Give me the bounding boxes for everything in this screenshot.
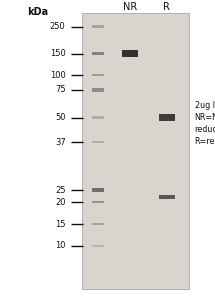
Text: 150: 150 <box>50 49 66 58</box>
FancyBboxPatch shape <box>82 13 189 289</box>
Text: 250: 250 <box>50 22 66 31</box>
Text: 50: 50 <box>55 113 66 122</box>
FancyBboxPatch shape <box>92 223 104 225</box>
Text: 75: 75 <box>55 86 66 94</box>
FancyBboxPatch shape <box>92 52 104 55</box>
Text: 20: 20 <box>55 198 66 207</box>
Text: kDa: kDa <box>27 7 48 17</box>
Text: NR: NR <box>123 2 137 13</box>
FancyBboxPatch shape <box>92 141 104 143</box>
FancyBboxPatch shape <box>92 116 104 119</box>
FancyBboxPatch shape <box>159 114 175 121</box>
Text: 100: 100 <box>50 71 66 80</box>
FancyBboxPatch shape <box>92 26 104 28</box>
FancyBboxPatch shape <box>159 195 175 199</box>
Text: 37: 37 <box>55 138 66 147</box>
FancyBboxPatch shape <box>92 245 104 247</box>
Text: 25: 25 <box>55 186 66 195</box>
Text: 15: 15 <box>55 220 66 229</box>
FancyBboxPatch shape <box>92 188 104 192</box>
Text: 10: 10 <box>55 241 66 250</box>
FancyBboxPatch shape <box>92 201 104 204</box>
Text: R: R <box>163 2 170 13</box>
FancyBboxPatch shape <box>92 74 104 76</box>
Text: 2ug loading
NR=Non-
reduced
R=reduced: 2ug loading NR=Non- reduced R=reduced <box>195 101 215 146</box>
FancyBboxPatch shape <box>122 50 138 57</box>
FancyBboxPatch shape <box>92 88 104 92</box>
